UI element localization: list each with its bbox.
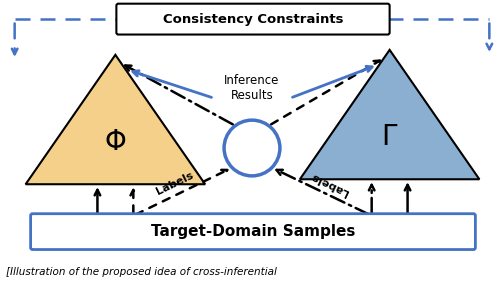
Polygon shape [300,50,479,179]
Text: Consistency Constraints: Consistency Constraints [163,13,343,26]
Text: $\Gamma$: $\Gamma$ [381,123,398,151]
Polygon shape [26,55,205,184]
Text: $\Phi$: $\Phi$ [104,128,127,155]
Text: Target-Domain Samples: Target-Domain Samples [151,224,355,239]
FancyBboxPatch shape [116,4,390,34]
Text: Inference
Results: Inference Results [224,74,280,102]
Text: [Illustration of the proposed idea of cross-inferential: [Illustration of the proposed idea of cr… [6,268,277,278]
Text: Labels: Labels [155,170,195,197]
FancyBboxPatch shape [31,214,475,250]
Text: Labels: Labels [309,170,350,197]
